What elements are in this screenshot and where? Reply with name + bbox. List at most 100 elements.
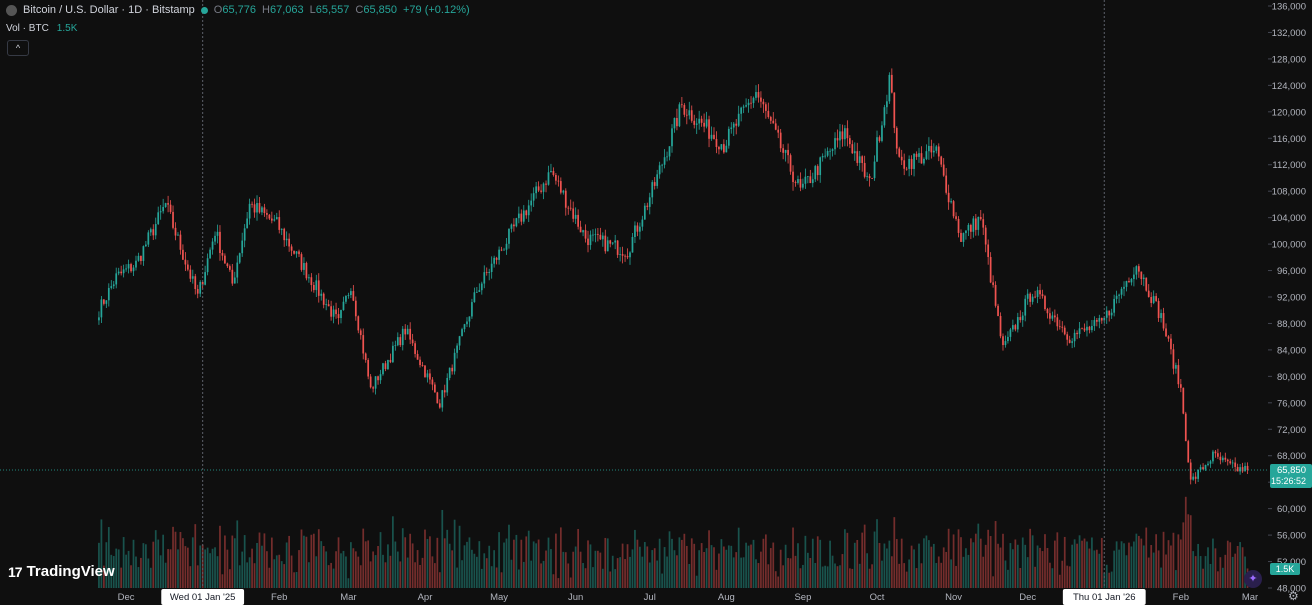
candle-body [594, 233, 597, 235]
candle-body [372, 387, 374, 389]
candle-body [325, 304, 328, 306]
candle-body [619, 254, 621, 255]
candle-body [960, 232, 962, 242]
volume-bar [500, 572, 503, 588]
candle-body [246, 218, 249, 229]
volume-bar [639, 546, 641, 588]
volume-bar [883, 543, 886, 588]
volume-bar [238, 565, 241, 588]
volume-bar [167, 549, 169, 588]
volume-bar [915, 568, 918, 588]
candle-body [806, 176, 809, 178]
volume-bar [448, 543, 451, 588]
candle-body [651, 182, 654, 198]
candle-body [409, 328, 412, 340]
volume-bar [816, 536, 819, 588]
volume-bar [461, 560, 463, 588]
candle-body [520, 213, 523, 222]
volume-bar [317, 529, 320, 588]
volume-bar [258, 532, 261, 588]
volume-bar [357, 556, 360, 588]
volume-bar [285, 542, 288, 588]
volume-bar [658, 538, 661, 588]
volume-bar [335, 551, 337, 588]
volume-bar [745, 542, 747, 588]
candle-body [829, 150, 831, 152]
volume-bar [769, 548, 772, 588]
volume-bar [945, 551, 948, 588]
candle-body [582, 230, 584, 233]
volume-bar [110, 554, 113, 588]
volume-bar [236, 520, 239, 588]
volume-bar [510, 559, 513, 588]
volume-bar [298, 550, 300, 588]
volume-bar [789, 558, 792, 588]
candle-body [1207, 463, 1209, 465]
volume-bar [1004, 560, 1007, 588]
volume-bars [98, 496, 1249, 588]
volume-label[interactable]: Vol · BTC [6, 23, 49, 34]
volume-bar [886, 548, 888, 588]
volume-value: 1.5K [56, 23, 78, 34]
candle-body [1184, 413, 1187, 442]
candle-body [211, 241, 214, 250]
candle-body [977, 216, 980, 230]
volume-bar [703, 551, 705, 588]
candle-body [606, 240, 609, 252]
candle-body [1214, 451, 1217, 454]
volume-bar [411, 543, 414, 588]
settings-gear-icon[interactable]: ⚙ [1288, 589, 1299, 603]
volume-bar [987, 529, 990, 588]
candle-body [614, 240, 617, 243]
low-value: 65,557 [315, 4, 350, 16]
volume-bar [616, 558, 619, 588]
candle-body [364, 353, 367, 360]
candle-body [555, 174, 557, 181]
candle-body [747, 102, 750, 106]
candle-body [552, 170, 555, 175]
candle-body [1209, 461, 1212, 464]
volume-bar [599, 552, 602, 588]
volume-bar [421, 557, 424, 588]
candle-body [1021, 315, 1024, 321]
volume-bar [685, 545, 688, 588]
volume-bar [1231, 556, 1234, 588]
candle-body [100, 299, 103, 318]
collapse-chevron-icon[interactable]: ^ [7, 40, 29, 56]
volume-bar [103, 565, 105, 588]
candle-body [970, 224, 972, 232]
candle-body [112, 284, 115, 287]
volume-bar [868, 568, 871, 588]
volume-bar [673, 550, 676, 588]
candle-body [1175, 365, 1177, 369]
volume-bar [881, 560, 883, 588]
bar-countdown: 15:26:52 [1271, 476, 1306, 486]
magic-wand-icon[interactable]: ✦ [1244, 570, 1262, 588]
candle-body [164, 203, 167, 207]
volume-bar [668, 531, 671, 588]
symbol-title[interactable]: Bitcoin / U.S. Dollar · 1D · Bitstamp [23, 4, 195, 16]
candle-body [784, 149, 787, 153]
volume-bar [1150, 544, 1153, 588]
volume-bar [530, 560, 533, 588]
candle-body [490, 263, 493, 272]
candle-body [530, 200, 533, 206]
volume-bar [162, 534, 165, 588]
price-axis-label: 52,000 [1277, 557, 1306, 568]
volume-bar [404, 537, 407, 588]
volume-bar [495, 567, 498, 588]
volume-bar [330, 562, 332, 588]
tradingview-logo[interactable]: 17 TradingView [8, 563, 115, 580]
volume-bar [503, 542, 505, 588]
tradingview-logo-text: TradingView [26, 563, 115, 580]
volume-bar [517, 569, 520, 588]
volume-bar [206, 547, 209, 588]
volume-bar [555, 533, 557, 588]
volume-bar [532, 541, 535, 588]
candle-body [1012, 325, 1014, 330]
candle-body [330, 306, 332, 317]
candle-body [587, 238, 589, 246]
candle-body [811, 179, 814, 184]
candle-body [945, 175, 948, 193]
